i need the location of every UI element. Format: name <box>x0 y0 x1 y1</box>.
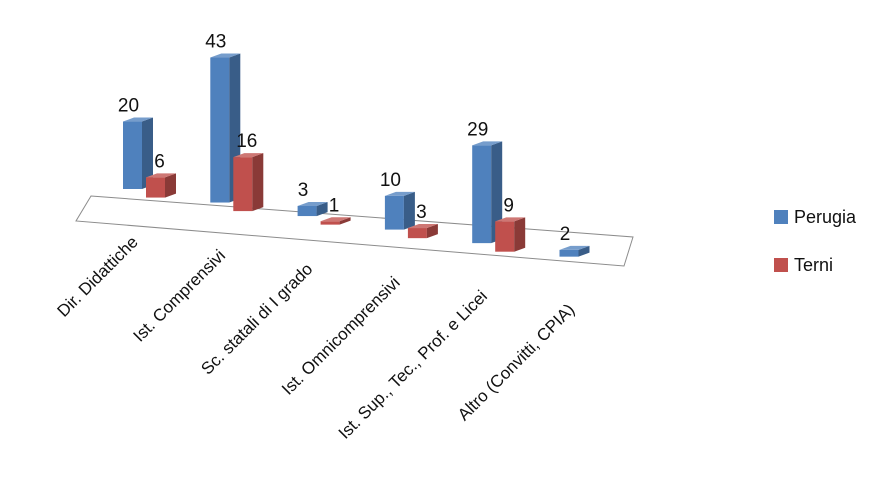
bar-perugia-sc-statali-di-i-grado <box>297 201 328 217</box>
bar-front-face <box>123 121 142 189</box>
data-label-perugia-dir-didattiche: 20 <box>118 96 139 117</box>
bar-perugia-ist-sup-tec-prof-e-licei <box>472 141 503 244</box>
bar-top-face <box>297 201 328 206</box>
data-label-perugia-sc-statali-di-i-grado: 3 <box>298 180 309 201</box>
bar-front-face <box>407 228 427 239</box>
data-label-terni-ist-comprensivi: 16 <box>236 131 257 152</box>
category-label-altro-convitti-cpia: Altro (Convitti, CPIA) <box>454 300 578 424</box>
bar-front-face <box>384 195 404 230</box>
legend-swatch <box>774 210 788 224</box>
legend-swatch <box>774 258 788 272</box>
bar-perugia-dir-didattiche <box>123 117 153 189</box>
bar-top-face <box>384 191 415 196</box>
bar-top-face <box>233 153 264 158</box>
bar-side-face <box>316 201 328 217</box>
bar-perugia-ist-omnicomprensivi <box>384 191 415 230</box>
bar-side-face <box>142 117 153 189</box>
bar-front-face <box>495 221 515 252</box>
data-label-terni-sc-statali-di-i-grado: 1 <box>329 195 340 216</box>
bar-series-layer <box>123 53 590 257</box>
bar-side-face <box>514 217 526 252</box>
data-label-perugia-ist-comprensivi: 43 <box>205 32 226 53</box>
data-label-terni-ist-sup-tec-prof-e-licei: 9 <box>503 195 514 216</box>
bar-top-face <box>146 173 176 178</box>
data-label-terni-dir-didattiche: 6 <box>154 151 165 172</box>
data-label-terni-ist-omnicomprensivi: 3 <box>416 202 427 223</box>
legend: Perugia Terni <box>774 207 857 275</box>
bar-side-face <box>339 217 351 225</box>
bar-front-face <box>472 145 492 244</box>
bar-terni-sc-statali-di-i-grado <box>320 217 351 225</box>
bar-side-face <box>403 191 415 230</box>
bar-top-face <box>407 224 438 229</box>
bar-front-face <box>210 57 230 203</box>
data-label-perugia-altro-convitti-cpia: 2 <box>560 224 571 245</box>
bar-side-face <box>578 245 590 257</box>
bar-top-face <box>210 53 241 58</box>
category-label-ist-comprensivi: Ist. Comprensivi <box>130 246 230 346</box>
bar-top-face <box>320 217 351 222</box>
bar-top-face <box>559 245 590 250</box>
chart-floor-outline <box>75 195 634 267</box>
bar-top-face <box>495 217 526 222</box>
bar-side-face <box>491 141 503 244</box>
bar-terni-ist-comprensivi <box>233 153 264 212</box>
bar-top-face <box>123 117 153 122</box>
category-label-dir-didattiche: Dir. Didattiche <box>54 232 142 320</box>
bar-front-face <box>233 157 253 212</box>
bar-front-face <box>146 177 165 198</box>
bar-perugia-altro-convitti-cpia <box>559 245 590 257</box>
bar-front-face <box>297 205 317 217</box>
category-label-sc-statali-di-i-grado: Sc. statali di I grado <box>197 259 316 378</box>
data-label-perugia-ist-omnicomprensivi: 10 <box>380 170 401 191</box>
data-label-perugia-ist-sup-tec-prof-e-licei: 29 <box>467 119 488 140</box>
bar-terni-ist-sup-tec-prof-e-licei <box>495 217 526 252</box>
bar-top-face <box>472 141 503 146</box>
bar-side-face <box>252 153 264 212</box>
bar-terni-ist-omnicomprensivi <box>407 224 438 239</box>
legend-label: Terni <box>794 255 833 275</box>
bar-front-face <box>320 221 340 225</box>
legend-item-terni: Terni <box>774 255 833 275</box>
bar-perugia-ist-comprensivi <box>210 53 241 203</box>
bar-side-face <box>165 173 176 198</box>
legend-label: Perugia <box>794 207 857 227</box>
bar-terni-dir-didattiche <box>146 173 176 198</box>
legend-item-perugia: Perugia <box>774 207 857 227</box>
bar-side-face <box>426 224 438 239</box>
chart-floor <box>75 195 634 267</box>
bar-front-face <box>559 249 579 257</box>
